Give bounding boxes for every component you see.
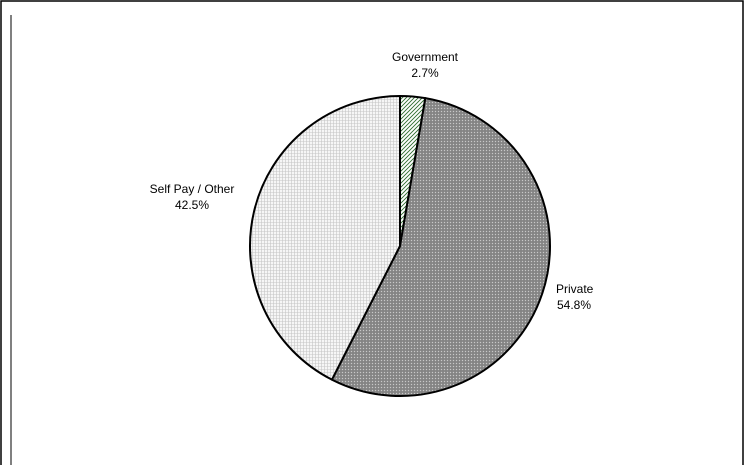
slice-value-label: 2.7% (411, 66, 439, 80)
pie-slice-self-pay-other (249, 95, 401, 381)
slice-label: Private (556, 282, 594, 296)
pie-slice-private (330, 97, 551, 397)
slice-label: Government (392, 50, 459, 64)
slice-value-label: 54.8% (557, 298, 591, 312)
slice-label: Self Pay / Other (150, 182, 235, 196)
slice-value-label: 42.5% (175, 198, 209, 212)
pie-slices (249, 94, 551, 397)
pie-labels: Government 2.7% Private 54.8% Self Pay / Oth… (150, 50, 594, 312)
